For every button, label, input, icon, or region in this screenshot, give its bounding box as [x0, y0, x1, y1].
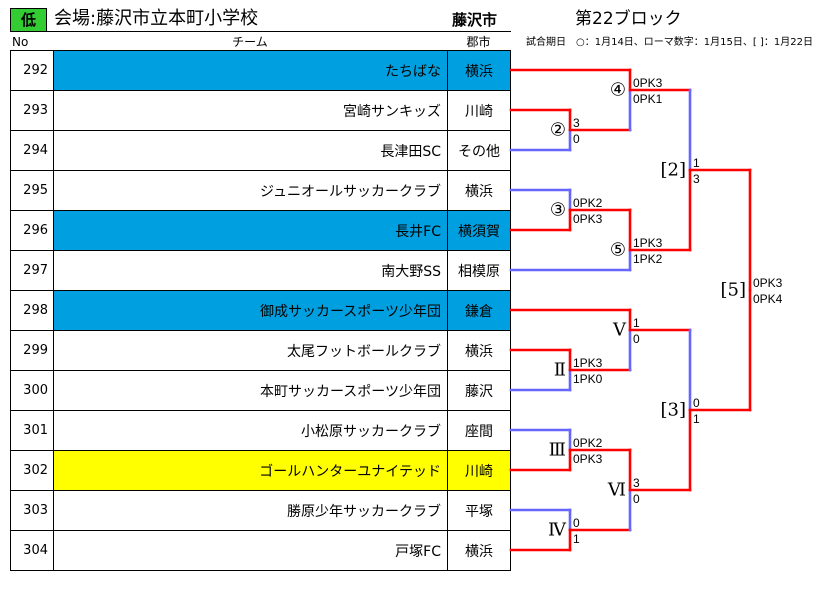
match-label: ④: [610, 80, 626, 101]
team-row: 297 南大野SS 相模原: [11, 251, 511, 291]
match-label: ②: [550, 120, 566, 141]
match-label: ③: [550, 200, 566, 221]
team-row: 296 長井FC 横須賀: [11, 211, 511, 251]
team-name: 勝原少年サッカークラブ: [54, 491, 448, 531]
team-city: 横須賀: [448, 211, 511, 251]
team-number: 294: [11, 131, 54, 171]
team-city: 座間: [448, 411, 511, 451]
match-label: Ⅳ: [548, 520, 567, 541]
match-score-top: 1PK3: [573, 356, 603, 370]
match-score-top: 0: [573, 516, 580, 530]
team-row: 300 本町サッカースポーツ少年団 藤沢: [11, 371, 511, 411]
match-score-bottom: 0PK3: [573, 452, 603, 466]
team-row: 292 たちばな 横浜: [11, 51, 511, 91]
team-row: 298 御成サッカースポーツ少年団 鎌倉: [11, 291, 511, 331]
team-number: 299: [11, 331, 54, 371]
match-score-bottom: 3: [693, 172, 700, 186]
team-name: 御成サッカースポーツ少年団: [54, 291, 448, 331]
column-header-team: チーム: [232, 35, 268, 49]
team-city: 横浜: [448, 171, 511, 211]
match-label: [5]: [721, 280, 747, 301]
match-score-bottom: 0PK1: [633, 92, 663, 106]
team-name: ゴールハンターユナイテッド: [54, 451, 448, 491]
team-number: 297: [11, 251, 54, 291]
team-row: 299 太尾フットボールクラブ 横浜: [11, 331, 511, 371]
column-header-no: No: [12, 35, 29, 49]
team-name: 南大野SS: [54, 251, 448, 291]
header-divider: [10, 31, 511, 32]
match-score-bottom: 0: [633, 332, 640, 346]
match-score-top: 0PK2: [573, 196, 603, 210]
team-city: 横浜: [448, 51, 511, 91]
team-name: 長井FC: [54, 211, 448, 251]
match-score-bottom: 1: [693, 412, 700, 426]
match-score-top: 1PK3: [633, 236, 663, 250]
host-city: 藤沢市: [452, 11, 498, 29]
match-score-top: 0PK2: [573, 436, 603, 450]
match-label: [3]: [661, 400, 687, 421]
match-score-top: 1: [633, 316, 640, 330]
match-score-top: 3: [633, 476, 640, 490]
team-name: 本町サッカースポーツ少年団: [54, 371, 448, 411]
team-city: 鎌倉: [448, 291, 511, 331]
team-row: 294 長津田SC その他: [11, 131, 511, 171]
team-name: 長津田SC: [54, 131, 448, 171]
match-label: Ⅱ: [554, 360, 566, 381]
team-row: 304 戸塚FC 横浜: [11, 531, 511, 571]
team-city: 川崎: [448, 451, 511, 491]
team-number: 303: [11, 491, 54, 531]
match-score-bottom: 1PK2: [633, 252, 663, 266]
team-city: 横浜: [448, 331, 511, 371]
match-score-top: 0PK3: [753, 276, 783, 290]
match-score-bottom: 0PK4: [753, 292, 783, 306]
match-label: Ⅲ: [549, 440, 566, 461]
team-number: 302: [11, 451, 54, 491]
match-score-top: 3: [573, 116, 580, 130]
team-number: 304: [11, 531, 54, 571]
team-city: 川崎: [448, 91, 511, 131]
team-row: 295 ジュニオールサッカークラブ 横浜: [11, 171, 511, 211]
team-row: 302 ゴールハンターユナイテッド 川崎: [11, 451, 511, 491]
team-number: 301: [11, 411, 54, 451]
team-row: 293 宮崎サンキッズ 川崎: [11, 91, 511, 131]
team-name: たちばな: [54, 51, 448, 91]
level-badge: 低: [10, 8, 47, 32]
team-city: 藤沢: [448, 371, 511, 411]
team-row: 303 勝原少年サッカークラブ 平塚: [11, 491, 511, 531]
match-score-bottom: 1: [573, 532, 580, 546]
team-number: 295: [11, 171, 54, 211]
match-label: Ⅴ: [612, 320, 627, 341]
team-name: 太尾フットボールクラブ: [54, 331, 448, 371]
team-name: 戸塚FC: [54, 531, 448, 571]
team-name: 小松原サッカークラブ: [54, 411, 448, 451]
column-header-city: 郡市: [466, 35, 491, 49]
team-number: 293: [11, 91, 54, 131]
match-label: [2]: [661, 160, 687, 181]
match-score-top: 0: [693, 396, 700, 410]
team-city: 横浜: [448, 531, 511, 571]
match-label: Ⅵ: [607, 480, 626, 501]
team-number: 292: [11, 51, 54, 91]
team-row: 301 小松原サッカークラブ 座間: [11, 411, 511, 451]
match-score-top: 1: [693, 156, 700, 170]
team-number: 296: [11, 211, 54, 251]
team-city: 相模原: [448, 251, 511, 291]
match-score-top: 0PK3: [633, 76, 663, 90]
schedule-note: 試合期日 ○：1月14日、ローマ数字：1月15日、[ ]：1月22日: [526, 37, 813, 48]
match-score-bottom: 1PK0: [573, 372, 603, 386]
team-city: その他: [448, 131, 511, 171]
block-title: 第22ブロック: [575, 9, 682, 29]
team-number: 298: [11, 291, 54, 331]
team-table: 292 たちばな 横浜 293 宮崎サンキッズ 川崎 294 長津田SC その他 295 ジュニオー…: [10, 50, 511, 571]
match-score-bottom: 0: [633, 492, 640, 506]
team-number: 300: [11, 371, 54, 411]
match-score-bottom: 0PK3: [573, 212, 603, 226]
match-label: ⑤: [610, 240, 626, 261]
team-name: 宮崎サンキッズ: [54, 91, 448, 131]
team-name: ジュニオールサッカークラブ: [54, 171, 448, 211]
match-score-bottom: 0: [573, 132, 580, 146]
venue-title: 会場:藤沢市立本町小学校: [54, 8, 259, 29]
team-city: 平塚: [448, 491, 511, 531]
